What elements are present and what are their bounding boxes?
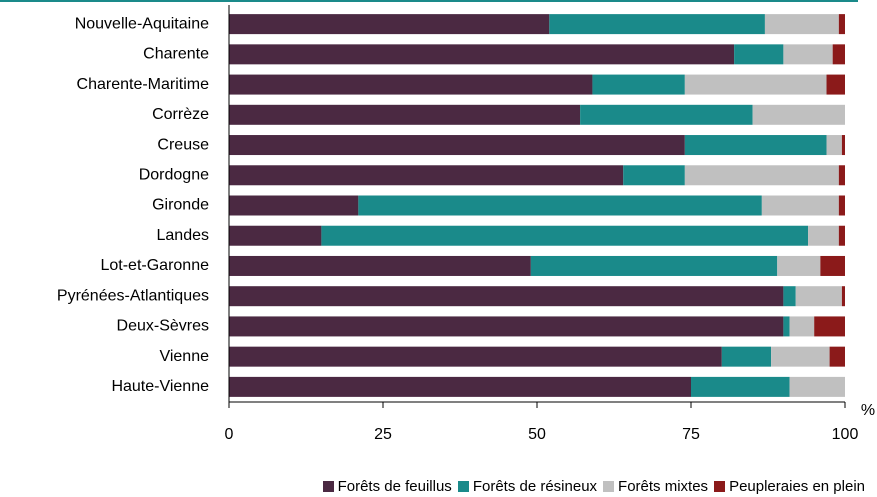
bar-segment xyxy=(229,225,322,246)
y-tick-label: Landes xyxy=(157,227,210,244)
bar-segment xyxy=(229,316,784,337)
bar-segment xyxy=(752,104,845,125)
y-tick-label: Nouvelle-Aquitaine xyxy=(75,15,209,32)
legend-item: Forêts de feuillus xyxy=(322,478,452,495)
bar-segment xyxy=(721,346,772,367)
bar-segment xyxy=(530,255,778,276)
legend-swatch xyxy=(714,481,726,492)
y-tick-label: Gironde xyxy=(152,197,209,214)
y-tick-label: Haute-Vienne xyxy=(111,378,209,395)
x-tick-label: 25 xyxy=(374,426,392,443)
bar-segment xyxy=(684,135,827,156)
bar-segment xyxy=(764,14,839,35)
bar-segment xyxy=(691,376,790,397)
bar-segment xyxy=(580,104,753,125)
bar-segment xyxy=(229,255,531,276)
bar-segment xyxy=(826,74,845,95)
bar-segment xyxy=(358,195,762,216)
y-tick-label: Corrèze xyxy=(152,106,209,123)
bar-segment xyxy=(838,14,845,35)
bar-segment xyxy=(229,74,593,95)
y-tick-label: Vienne xyxy=(159,348,209,365)
x-tick-label: 50 xyxy=(528,426,546,443)
bar-segment xyxy=(814,316,845,337)
bar-segment xyxy=(783,286,796,307)
bar-segment xyxy=(229,346,722,367)
bar-segment xyxy=(832,44,845,65)
legend: Forêts de feuillus Forêts de résineux Forê… xyxy=(322,478,865,495)
bar-segment xyxy=(229,135,685,156)
bar-segment xyxy=(783,316,790,337)
bar-segment xyxy=(783,44,833,65)
legend-item: Forêts mixtes xyxy=(603,478,708,495)
bar-segment xyxy=(684,165,839,186)
bar-segment xyxy=(771,346,830,367)
bar-segment xyxy=(229,376,691,397)
bar-segment xyxy=(841,135,845,156)
bar-segment xyxy=(549,14,765,35)
y-tick-label: Charente xyxy=(143,46,209,63)
bar-segment xyxy=(820,255,845,276)
legend-label: Forêts de résineux xyxy=(472,478,598,495)
bar-segment xyxy=(229,104,581,125)
bar-segment xyxy=(684,74,827,95)
legend-swatch xyxy=(603,481,615,492)
bar-segment xyxy=(777,255,821,276)
bar-segment xyxy=(229,165,624,186)
bar-segment xyxy=(623,165,685,186)
y-tick-label: Dordogne xyxy=(139,166,209,183)
bar-segment xyxy=(795,286,842,307)
x-tick-label: 75 xyxy=(682,426,700,443)
bar-segment xyxy=(826,135,842,156)
y-tick-label: Charente-Maritime xyxy=(77,76,210,93)
x-tick-label: 100 xyxy=(832,426,859,443)
legend-label: Peupleraies en plein xyxy=(729,478,865,495)
bar-segment xyxy=(229,286,784,307)
x-unit: % xyxy=(861,402,875,419)
bar-segment xyxy=(592,74,685,95)
bar-segment xyxy=(761,195,839,216)
bar-segment xyxy=(808,225,839,246)
bar-segment xyxy=(229,14,550,35)
bar-segment xyxy=(734,44,784,65)
bar-segment xyxy=(841,286,845,307)
bar-segment xyxy=(789,376,845,397)
bar-segment xyxy=(229,44,735,65)
y-tick-label: Creuse xyxy=(157,136,209,153)
legend-item: Forêts de résineux xyxy=(457,478,598,495)
bar-segment xyxy=(838,165,845,186)
bar-segment xyxy=(838,225,845,246)
legend-label: Forêts de feuillus xyxy=(337,478,452,495)
bar-segment xyxy=(229,195,359,216)
legend-label: Forêts mixtes xyxy=(618,478,709,495)
x-tick-label: 0 xyxy=(225,426,234,443)
bar-segment xyxy=(829,346,845,367)
legend-swatch xyxy=(322,481,334,492)
y-tick-label: Pyrénées-Atlantiques xyxy=(57,287,209,304)
y-tick-label: Lot-et-Garonne xyxy=(100,257,209,274)
legend-item: Peupleraies en plein xyxy=(714,478,865,495)
chart: % Nouvelle-Aquitaine Charente Charente-Mar… xyxy=(0,0,875,443)
bar-segment xyxy=(838,195,845,216)
bar-segment xyxy=(789,316,815,337)
legend-swatch xyxy=(457,481,469,492)
y-tick-label: Deux-Sèvres xyxy=(117,318,209,335)
bar-segment xyxy=(321,225,809,246)
